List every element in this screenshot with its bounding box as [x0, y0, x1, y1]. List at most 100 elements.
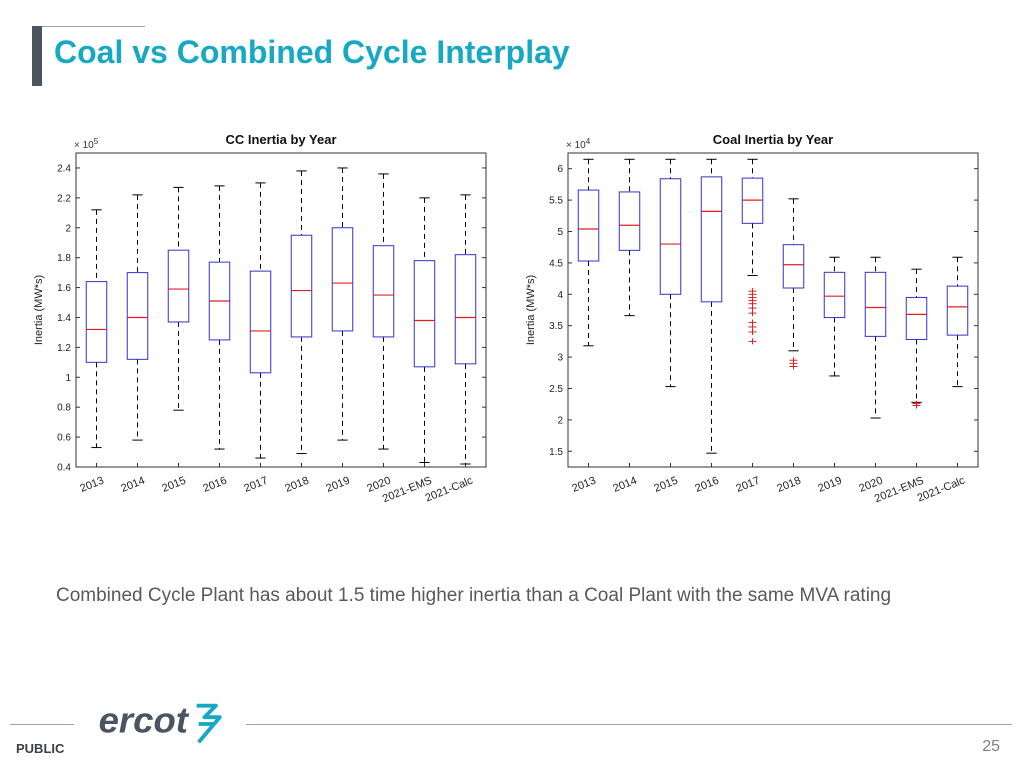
- page-number: 25: [982, 738, 1000, 755]
- box-2020: [864, 256, 887, 419]
- x-tick-label-2021-calc: 2021-Calc: [916, 474, 967, 504]
- x-tick-label-2016: 2016: [693, 475, 720, 495]
- y-tick-label: 2.4: [57, 163, 71, 174]
- title-rule: [32, 26, 145, 27]
- iqr-box: [864, 271, 887, 337]
- outlier-marker: [748, 328, 757, 335]
- y-tick-label: 6: [557, 164, 563, 175]
- logo-wordmark: ercot: [99, 700, 190, 741]
- y-tick-label: 5: [557, 227, 563, 238]
- box-2019: [823, 256, 846, 377]
- iqr-box: [126, 272, 149, 360]
- box-2016: [700, 158, 723, 454]
- y-tick-label: 3: [557, 353, 563, 364]
- footer-public-label: PUBLIC: [16, 741, 65, 756]
- box-2013: [577, 158, 600, 347]
- x-tick-label-2017: 2017: [242, 475, 269, 495]
- x-tick-label-2013: 2013: [570, 475, 597, 495]
- iqr-box: [372, 245, 395, 338]
- iqr-box: [741, 177, 764, 224]
- outlier-marker: [748, 323, 757, 330]
- iqr-box: [659, 178, 682, 295]
- y-tick-label: 4: [557, 290, 563, 301]
- y-tick-label: 0.4: [57, 463, 71, 474]
- box-2017: [741, 158, 764, 345]
- y-tick-label: 5.5: [549, 196, 563, 207]
- y-tick-label: 2.5: [549, 384, 563, 395]
- y-tick-label: 1.2: [57, 343, 71, 354]
- iqr-box: [577, 189, 600, 262]
- logo-bolt-icon: [196, 703, 222, 744]
- cc-inertia-chart: CC Inertia by Year × 105 Inertia (MW*s) 0.4…: [33, 132, 487, 505]
- slide-caption: Combined Cycle Plant has about 1.5 time …: [56, 585, 892, 606]
- x-tick-label-2015: 2015: [652, 475, 679, 495]
- box-2018: [782, 198, 805, 370]
- y-tick-label: 2.2: [57, 193, 71, 204]
- y-tick-label: 1.8: [57, 253, 71, 264]
- iqr-box: [618, 191, 641, 251]
- iqr-box: [700, 176, 723, 303]
- x-tick-label-2021-calc: 2021-Calc: [424, 474, 475, 504]
- x-tick-label-2014: 2014: [119, 475, 146, 495]
- exponent-label: × 105: [74, 137, 99, 151]
- y-tick-label: 3.5: [549, 321, 563, 332]
- iqr-box: [413, 260, 436, 368]
- y-tick-label: 1.5: [549, 447, 563, 458]
- y-tick-label: 0.8: [57, 403, 71, 414]
- box-2014: [618, 158, 641, 317]
- box-2018: [290, 170, 313, 455]
- x-tick-label-2019: 2019: [816, 475, 843, 495]
- box-2021-ems: [413, 197, 436, 464]
- outlier-marker: [912, 402, 921, 409]
- x-tick-label-2019: 2019: [324, 475, 351, 495]
- box-2021-ems: [905, 268, 928, 409]
- x-tick-label-2017: 2017: [734, 475, 761, 495]
- y-tick-label: 1: [65, 373, 71, 384]
- coal-inertia-chart: Coal Inertia by Year × 104 Inertia (MW*s) 1…: [525, 132, 979, 505]
- y-tick-label: 1.4: [57, 313, 71, 324]
- y-tick-label: 4.5: [549, 258, 563, 269]
- box-2013: [85, 209, 108, 449]
- x-tick-label-2018: 2018: [775, 475, 802, 495]
- y-tick-label: 0.6: [57, 433, 71, 444]
- box-2021-calc: [454, 194, 477, 465]
- y-tick-label: 2: [65, 223, 71, 234]
- y-tick-label: 1.6: [57, 283, 71, 294]
- ercot-logo: ercot: [99, 700, 222, 744]
- box-2015: [167, 186, 190, 411]
- box-2019: [331, 167, 354, 441]
- y-axis-label: Inertia (MW*s): [525, 275, 537, 345]
- iqr-box: [290, 234, 313, 338]
- outlier-marker: [748, 338, 757, 345]
- iqr-box: [905, 296, 928, 341]
- box-2020: [372, 173, 395, 450]
- outlier-marker: [748, 310, 757, 317]
- y-tick-label: 2: [557, 415, 563, 426]
- chart-title: CC Inertia by Year: [225, 132, 336, 147]
- chart-title: Coal Inertia by Year: [713, 132, 833, 147]
- footer-divider-right: [246, 724, 1012, 725]
- iqr-box: [782, 244, 805, 289]
- exponent-label: × 104: [566, 137, 591, 151]
- x-tick-label-2015: 2015: [160, 475, 187, 495]
- x-tick-label-2018: 2018: [283, 475, 310, 495]
- box-2014: [126, 194, 149, 441]
- box-2016: [208, 185, 231, 450]
- iqr-box: [331, 227, 354, 332]
- iqr-box: [249, 270, 272, 374]
- outlier-marker: [789, 363, 798, 370]
- title-accent-bar: [32, 26, 42, 86]
- box-2015: [659, 158, 682, 388]
- x-tick-label-2013: 2013: [78, 475, 105, 495]
- iqr-box: [85, 281, 108, 363]
- iqr-box: [167, 249, 190, 323]
- footer-divider-left: [10, 724, 74, 725]
- page-title: Coal vs Combined Cycle Interplay: [54, 34, 570, 70]
- outlier-marker: [748, 305, 757, 312]
- x-tick-label-2014: 2014: [611, 475, 638, 495]
- box-2021-calc: [946, 256, 969, 388]
- y-axis-label: Inertia (MW*s): [33, 275, 45, 345]
- iqr-box: [946, 285, 969, 336]
- iqr-box: [823, 271, 846, 319]
- box-2017: [249, 182, 272, 459]
